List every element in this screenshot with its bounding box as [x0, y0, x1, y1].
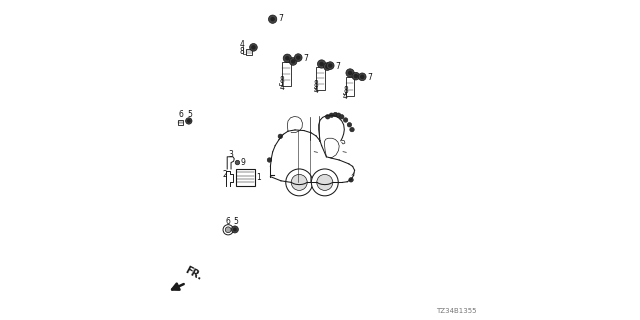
- Circle shape: [187, 119, 191, 123]
- Circle shape: [360, 75, 365, 79]
- Circle shape: [296, 55, 301, 60]
- Polygon shape: [353, 73, 359, 79]
- Circle shape: [278, 134, 283, 139]
- Bar: [282, 62, 291, 86]
- Circle shape: [186, 118, 192, 124]
- Text: 8: 8: [239, 47, 244, 56]
- Polygon shape: [186, 118, 191, 124]
- Text: 7: 7: [367, 73, 372, 82]
- Text: 9: 9: [241, 158, 246, 167]
- Text: 4: 4: [343, 92, 348, 101]
- Text: 5: 5: [233, 217, 238, 226]
- Text: 5: 5: [187, 110, 192, 119]
- Circle shape: [354, 74, 358, 78]
- Circle shape: [283, 54, 292, 62]
- Bar: [246, 49, 252, 55]
- Text: 2: 2: [223, 170, 227, 179]
- Text: 8: 8: [343, 86, 348, 95]
- Polygon shape: [318, 60, 325, 68]
- Circle shape: [268, 158, 272, 162]
- Polygon shape: [324, 63, 330, 70]
- Text: 7: 7: [303, 54, 308, 63]
- Circle shape: [232, 226, 239, 233]
- Circle shape: [294, 54, 302, 61]
- Circle shape: [326, 62, 334, 69]
- Polygon shape: [232, 227, 237, 232]
- Polygon shape: [250, 44, 257, 51]
- Circle shape: [358, 73, 366, 81]
- Bar: [236, 169, 255, 186]
- Circle shape: [337, 113, 341, 117]
- Text: 8: 8: [280, 76, 284, 85]
- Circle shape: [317, 60, 326, 68]
- Circle shape: [328, 63, 333, 68]
- Text: 4: 4: [280, 83, 284, 92]
- Circle shape: [225, 227, 231, 233]
- Text: 3: 3: [228, 150, 234, 159]
- Circle shape: [324, 63, 332, 70]
- Circle shape: [285, 169, 312, 196]
- Circle shape: [236, 160, 240, 165]
- Text: 8: 8: [314, 80, 318, 89]
- Bar: [316, 67, 325, 90]
- Circle shape: [291, 174, 307, 190]
- Circle shape: [251, 45, 256, 50]
- Text: 6: 6: [226, 217, 230, 226]
- Text: 6: 6: [179, 110, 183, 119]
- Circle shape: [285, 56, 290, 60]
- Circle shape: [344, 118, 348, 122]
- Polygon shape: [327, 62, 333, 69]
- Text: FR.: FR.: [183, 265, 204, 282]
- Circle shape: [346, 69, 355, 77]
- Circle shape: [352, 72, 360, 80]
- Text: TZ34B1355: TZ34B1355: [436, 308, 477, 314]
- Text: 7: 7: [278, 14, 284, 23]
- Circle shape: [289, 58, 297, 65]
- Polygon shape: [284, 55, 291, 62]
- Circle shape: [348, 71, 352, 75]
- Bar: [178, 120, 183, 125]
- Circle shape: [349, 178, 353, 182]
- Circle shape: [339, 115, 344, 119]
- Circle shape: [329, 113, 334, 117]
- Circle shape: [326, 115, 330, 119]
- Circle shape: [317, 174, 333, 190]
- Circle shape: [233, 228, 237, 231]
- Bar: [346, 77, 354, 96]
- Text: 4: 4: [314, 86, 319, 95]
- Polygon shape: [347, 69, 353, 76]
- Polygon shape: [295, 54, 301, 61]
- Circle shape: [291, 59, 296, 64]
- Polygon shape: [269, 16, 276, 23]
- Circle shape: [319, 62, 324, 66]
- Circle shape: [312, 169, 339, 196]
- Circle shape: [269, 15, 277, 23]
- Text: 4: 4: [239, 40, 244, 49]
- Circle shape: [347, 123, 352, 127]
- Circle shape: [270, 17, 275, 21]
- Circle shape: [250, 44, 257, 51]
- Polygon shape: [290, 58, 296, 65]
- Circle shape: [333, 112, 338, 117]
- Polygon shape: [359, 74, 365, 80]
- Circle shape: [349, 127, 355, 132]
- Text: 7: 7: [335, 62, 340, 71]
- Circle shape: [223, 225, 234, 235]
- Circle shape: [325, 64, 330, 69]
- Text: 1: 1: [257, 173, 261, 182]
